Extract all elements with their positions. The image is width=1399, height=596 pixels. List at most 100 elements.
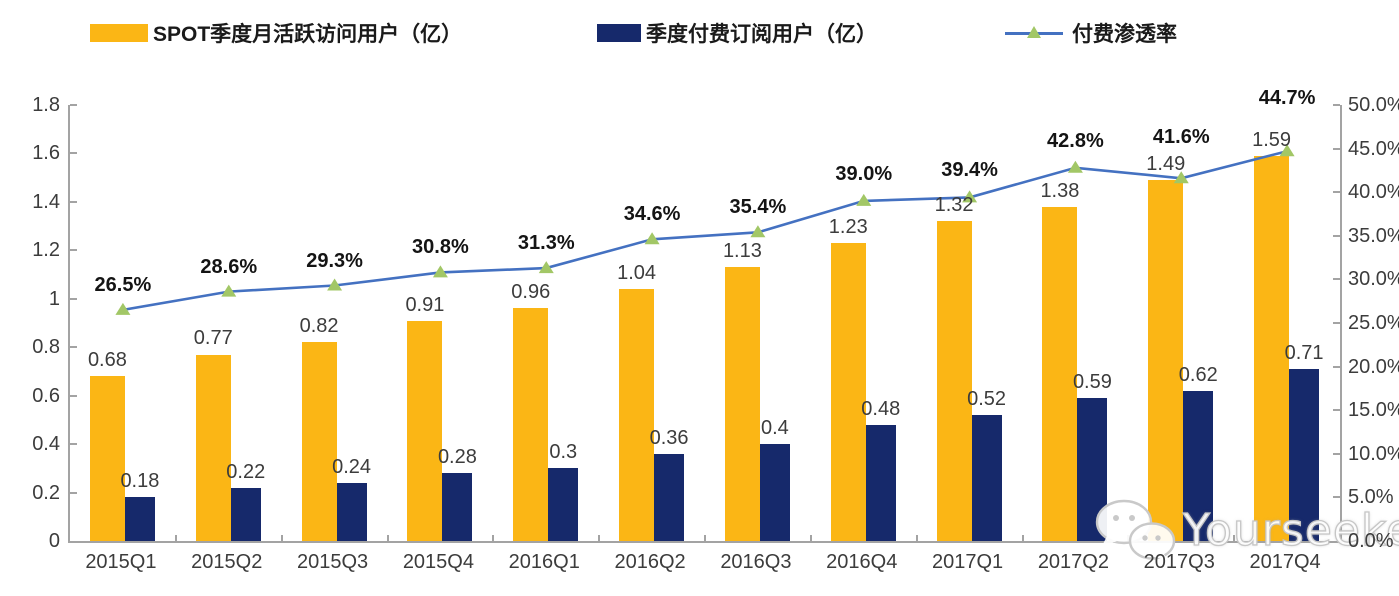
x-axis-tick — [174, 535, 177, 541]
left-axis-tick-label: 0.4 — [32, 433, 60, 456]
x-axis-label: 2015Q3 — [296, 551, 369, 573]
penetration-value-label: 34.6% — [623, 203, 681, 226]
x-axis-label: 2015Q2 — [191, 551, 263, 573]
mau-bar-value-label: 1.49 — [1146, 153, 1186, 176]
mau-bar — [619, 289, 655, 541]
left-axis-tick-label: 1 — [48, 287, 60, 310]
mau-bar-value-label: 0.68 — [87, 349, 127, 372]
subs-bar — [124, 497, 155, 541]
subs-bar — [1183, 390, 1214, 541]
mau-bar-value-label: 0.91 — [405, 293, 445, 316]
right-axis-tick-label: 35.0% — [1348, 224, 1399, 247]
triangle-marker-icon — [1173, 171, 1189, 184]
subs-bar-value-label: 0.71 — [1284, 342, 1324, 365]
x-axis-label: 2015Q4 — [402, 551, 474, 573]
right-axis-tick-label: 10.0% — [1348, 442, 1399, 465]
left-axis-tick — [70, 152, 77, 155]
x-axis-tick — [280, 535, 283, 541]
right-axis-tick — [1333, 496, 1340, 499]
triangle-marker-icon — [538, 261, 554, 274]
x-axis-tick — [386, 535, 389, 541]
left-axis-tick — [70, 297, 77, 300]
mau-bar-value-label: 0.77 — [193, 327, 233, 350]
x-axis-label: 2017Q1 — [931, 551, 1004, 573]
right-axis-tick-label: 30.0% — [1348, 268, 1399, 291]
left-axis-tick — [70, 491, 77, 494]
penetration-value-label: 30.8% — [412, 236, 469, 259]
right-axis-tick — [1333, 322, 1340, 324]
subs-bar-value-label: 0.18 — [120, 470, 160, 493]
triangle-marker-icon — [962, 190, 978, 203]
right-axis-tick — [1333, 278, 1340, 281]
right-axis-tick-label: 20.0% — [1348, 355, 1399, 378]
subs-bar — [1289, 369, 1320, 541]
penetration-value-label: 39.0% — [835, 162, 893, 185]
penetration-value-label: 41.6% — [1152, 126, 1210, 149]
x-axis-label: 2016Q1 — [508, 551, 580, 573]
mau-bar-value-label: 1.04 — [617, 262, 657, 285]
wechat-icon — [1095, 499, 1176, 561]
left-axis-tick — [70, 249, 77, 252]
subs-bar — [548, 468, 579, 541]
right-axis-tick — [1333, 104, 1340, 106]
right-axis-tick — [1333, 191, 1340, 194]
right-axis-tick — [1333, 365, 1340, 368]
left-axis-tick-label: 0.2 — [32, 481, 60, 504]
x-axis-label: 2016Q2 — [614, 551, 686, 573]
mau-bar-value-label: 1.38 — [1040, 179, 1080, 202]
right-axis-tick-label: 45.0% — [1348, 137, 1399, 160]
subs-bar — [654, 453, 685, 541]
plot-area: 0.68 0.18 0.77 0.22 0.82 0.24 0.91 0.28 0.96 0.3 1… — [68, 87, 1342, 543]
legend-label-subs: 季度付费订阅用户（亿） — [646, 23, 877, 46]
mau-bar-value-label: 0.82 — [299, 315, 339, 338]
left-axis-tick — [70, 443, 77, 446]
mau-bar — [1254, 155, 1290, 541]
left-axis-tick-label: 0.8 — [32, 336, 60, 359]
triangle-marker-icon — [1279, 144, 1295, 157]
x-axis-tick — [492, 535, 495, 541]
subs-bar-value-label: 0.36 — [649, 426, 689, 449]
mau-bar-value-label: 1.32 — [934, 194, 974, 217]
right-axis-tick-label: 50.0% — [1348, 94, 1399, 116]
penetration-value-label: 31.3% — [517, 232, 575, 255]
left-axis-tick-label: 0 — [48, 530, 60, 552]
mau-bar-value-label: 1.13 — [722, 240, 762, 263]
x-axis-tick — [809, 535, 812, 541]
penetration-line-swatch — [1005, 24, 1063, 42]
penetration-value-label: 42.8% — [1047, 129, 1104, 152]
subs-bar — [230, 487, 261, 541]
mau-bar — [89, 376, 125, 541]
left-axis-tick — [70, 346, 77, 349]
penetration-value-label: 44.7% — [1258, 87, 1316, 110]
mau-bar-value-label: 1.23 — [828, 216, 868, 239]
legend-label-penetration: 付费渗透率 — [1072, 23, 1177, 46]
left-axis-tick-label: 1.8 — [32, 94, 60, 116]
right-axis-tick-label: 15.0% — [1348, 399, 1399, 422]
right-axis-tick — [1333, 147, 1340, 150]
subs-swatch — [597, 24, 641, 42]
triangle-marker-icon — [432, 265, 448, 278]
mau-bar — [830, 243, 866, 541]
penetration-line — [115, 144, 1295, 315]
legend-item-penetration: 付费渗透率 — [1005, 20, 1177, 46]
left-axis-tick-label: 0.6 — [32, 384, 60, 407]
x-axis-tick — [1233, 535, 1236, 541]
subs-bar-value-label: 0.4 — [761, 417, 789, 440]
triangle-marker-icon — [644, 232, 660, 245]
penetration-value-label: 29.3% — [306, 249, 363, 272]
penetration-value-label: 26.5% — [94, 273, 152, 296]
x-axis-tick — [598, 535, 601, 541]
triangle-marker-icon — [856, 193, 872, 206]
x-axis-label: 2016Q3 — [720, 551, 792, 573]
triangle-marker-icon — [115, 302, 131, 315]
legend-label-mau: SPOT季度月活跃访问用户（亿） — [153, 23, 463, 46]
x-axis-tick — [1021, 535, 1024, 541]
x-axis-tick — [704, 535, 706, 541]
penetration-value-label: 28.6% — [200, 255, 258, 278]
left-axis-tick — [70, 104, 77, 106]
right-axis-tick — [1333, 234, 1340, 237]
mau-bar — [195, 354, 231, 541]
left-axis-tick-label: 1.2 — [32, 239, 60, 262]
mau-bar-value-label: 0.96 — [511, 281, 551, 304]
legend-item-subs: 季度付费订阅用户（亿） — [597, 20, 877, 46]
